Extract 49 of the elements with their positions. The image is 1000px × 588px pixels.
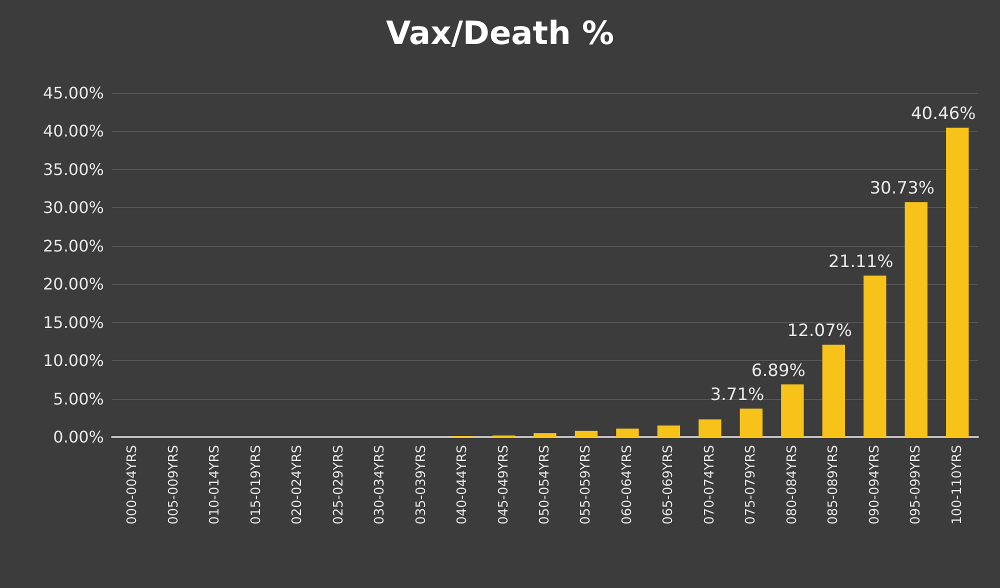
x-tick-label: 080-084YRS: [784, 445, 800, 525]
x-tick-label: 095-099YRS: [908, 445, 924, 525]
bar: [740, 408, 763, 437]
x-tick-label: 035-039YRS: [414, 445, 429, 525]
x-tick-label: 000-004YRS: [125, 445, 140, 525]
y-tick-label: 45.00%: [42, 84, 104, 102]
x-tick-label: 040-044YRS: [455, 445, 470, 525]
y-tick-label: 5.00%: [53, 389, 104, 408]
x-tick-label: 065-069YRS: [661, 445, 676, 525]
bar: [946, 128, 969, 437]
x-tick-label: 025-029YRS: [331, 445, 346, 525]
y-tick-label: 30.00%: [42, 198, 104, 218]
bar: [574, 430, 598, 437]
y-tick-label: 0.00%: [53, 428, 104, 446]
bar: [822, 344, 846, 437]
data-label: 21.11%: [828, 252, 894, 272]
bar: [904, 202, 928, 437]
data-label: 40.46%: [910, 104, 976, 124]
y-tick-label: 25.00%: [42, 236, 104, 256]
bar: [657, 426, 680, 437]
data-label: 30.73%: [870, 178, 935, 199]
bar: [698, 419, 722, 437]
y-tick-label: 20.00%: [42, 274, 104, 294]
x-tick-label: 070-074YRS: [702, 445, 718, 525]
y-tick-label: 40.00%: [42, 122, 104, 141]
x-tick-label: 015-019YRS: [248, 445, 264, 525]
y-tick-label: 35.00%: [42, 160, 104, 179]
x-tick-label: 010-014YRS: [208, 445, 223, 525]
x-tick-label: 045-049YRS: [496, 445, 512, 525]
x-tick-label: 050-054YRS: [538, 445, 552, 525]
y-tick-label: 15.00%: [42, 312, 104, 332]
x-tick-label: 100-110YRS: [950, 445, 965, 525]
bar: [864, 276, 886, 437]
data-label: 3.71%: [710, 385, 764, 406]
chart-title: Vax/Death %: [386, 14, 614, 52]
bar: [616, 428, 639, 437]
x-tick-label: 085-089YRS: [826, 445, 842, 525]
x-tick-label: 005-009YRS: [166, 445, 182, 525]
x-tick-label: 055-059YRS: [578, 445, 594, 525]
x-tick-label: 090-094YRS: [867, 445, 882, 525]
data-label: 6.89%: [751, 360, 806, 381]
x-tick-label: 075-079YRS: [744, 445, 759, 525]
x-tick-label: 060-064YRS: [620, 445, 635, 525]
y-tick-label: 10.00%: [42, 351, 104, 370]
x-tick-label: 030-034YRS: [372, 445, 388, 525]
bar: [534, 433, 556, 437]
x-tick-label: 020-024YRS: [290, 445, 306, 525]
bar: [781, 384, 804, 437]
data-label: 12.07%: [787, 321, 852, 342]
